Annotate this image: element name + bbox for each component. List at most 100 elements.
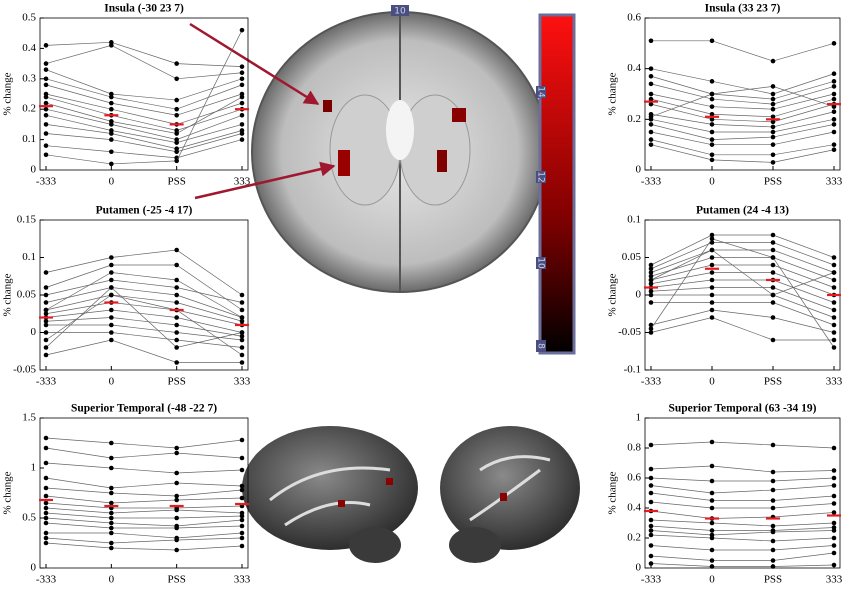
plot-frame (39, 17, 249, 171)
subject-point (831, 109, 837, 115)
subject-point (648, 490, 654, 496)
subject-point (831, 501, 837, 506)
subject-line (45, 522, 243, 529)
subject-point (43, 43, 49, 48)
subject-point (831, 255, 837, 260)
subject-line (650, 279, 835, 303)
subject-line (45, 507, 243, 514)
arrow (194, 161, 336, 200)
subject-point (239, 530, 245, 536)
subject-point (709, 142, 715, 147)
subject-point (831, 262, 837, 268)
x-tick-label: PSS (167, 376, 185, 388)
subject-line (45, 495, 243, 504)
subject-point (709, 232, 715, 238)
y-tick-label: -0.05 (618, 326, 641, 338)
subject-point (709, 564, 715, 569)
subject-point (709, 558, 715, 563)
colorbar-label: 8 (536, 343, 546, 349)
subject-point (43, 300, 49, 305)
x-tick-label: 333 (826, 574, 843, 586)
subject-point (709, 117, 715, 122)
subject-point (831, 562, 837, 568)
subject-point (831, 104, 837, 109)
subject-point (109, 255, 114, 260)
subject-point (709, 285, 715, 290)
subject-point (709, 96, 715, 102)
subject-line (45, 502, 243, 509)
y-axis-label: % change (607, 72, 619, 115)
x-tick-label: -333 (36, 574, 57, 586)
subject-point (109, 131, 114, 136)
subject-point (770, 529, 776, 535)
y-tick-label: 0.6 (627, 12, 641, 24)
y-tick-label: 0.6 (627, 472, 641, 484)
y-tick-label: 1.5 (22, 412, 36, 424)
subject-point (648, 73, 654, 79)
subject-point (109, 530, 114, 536)
y-tick-label: -0.1 (624, 364, 641, 376)
subject-point (43, 520, 49, 526)
subject-point (831, 122, 837, 127)
subject-point (109, 100, 114, 106)
plot-frame (39, 219, 249, 371)
subject-point (109, 515, 114, 521)
subject-point (174, 149, 179, 155)
subject-point (239, 307, 245, 313)
subject-point (770, 91, 776, 97)
subject-point (770, 124, 776, 130)
x-tick-label: 0 (109, 574, 115, 586)
x-tick-label: PSS (764, 176, 782, 188)
subject-point (770, 129, 776, 135)
subject-point (770, 232, 776, 238)
subject-line (45, 537, 243, 544)
subject-point (43, 510, 49, 516)
subject-point (770, 315, 776, 320)
subject-point (648, 300, 654, 305)
subject-point (648, 523, 654, 529)
subject-line (45, 108, 243, 140)
x-tick-label: 0 (709, 574, 715, 586)
subject-point (239, 292, 245, 298)
subject-point (174, 337, 179, 343)
subject-point (709, 300, 715, 305)
colorbar-label: 10 (536, 257, 546, 269)
subject-point (109, 465, 114, 471)
subject-point (770, 337, 776, 343)
subject-point (648, 270, 654, 275)
subject-point (709, 498, 715, 503)
subject-point (239, 300, 245, 305)
subject-point (831, 300, 837, 305)
subject-point (770, 101, 776, 107)
subject-point (174, 76, 179, 82)
subject-line (45, 542, 243, 551)
subject-point (174, 262, 179, 268)
subject-point (770, 292, 776, 298)
subject-point (174, 300, 179, 305)
subject-point (709, 262, 715, 268)
subject-point (239, 437, 245, 443)
subject-point (43, 94, 49, 100)
chart-title: Superior Temporal (63 -34 19) (668, 403, 816, 415)
y-tick-label: 0 (31, 164, 37, 176)
subject-point (648, 129, 654, 135)
subject-line (650, 111, 835, 128)
subject-point (648, 292, 654, 298)
subject-point (43, 292, 49, 298)
y-tick-label: 0.05 (17, 289, 37, 301)
subject-point (239, 330, 245, 335)
subject-point (709, 505, 715, 511)
subject-point (43, 475, 49, 481)
subject-point (239, 82, 245, 88)
subject-point (174, 131, 179, 136)
subject-point (239, 513, 245, 519)
y-tick-label: 0.15 (17, 214, 37, 226)
subject-line (46, 324, 243, 341)
subject-point (43, 515, 49, 521)
subject-point (770, 84, 776, 89)
subject-line (651, 294, 835, 318)
y-axis-label: % change (2, 273, 14, 316)
y-tick-label: 0 (636, 164, 642, 176)
subject-point (770, 262, 776, 268)
subject-line (650, 86, 835, 118)
